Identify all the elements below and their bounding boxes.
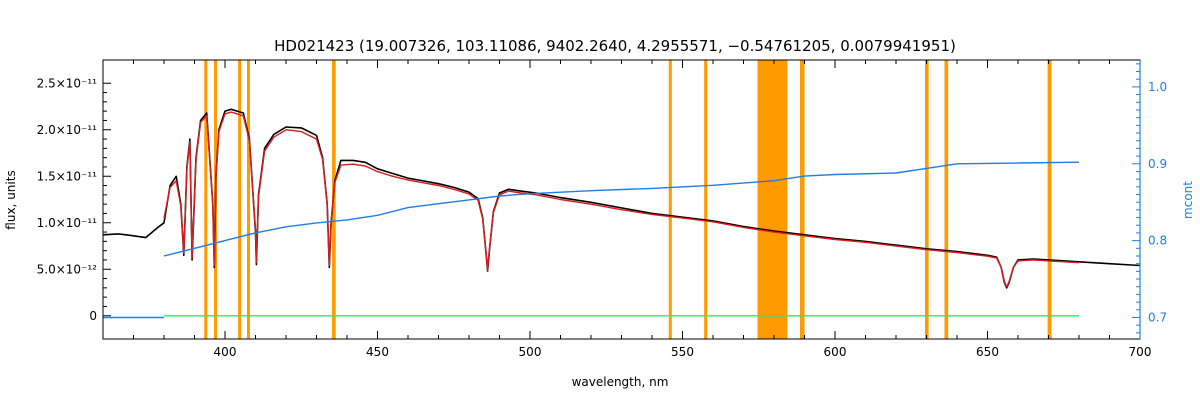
y2-tick-label: 1.0 [1148, 80, 1167, 94]
masked-band-0 [204, 60, 208, 339]
y-axis-left: 0 5.0×10⁻¹² 1.0×10⁻¹¹ 1.5×10⁻¹¹ 2.0×10⁻¹¹ 2.5… [37, 76, 111, 323]
series-line-2 [163, 161, 1080, 257]
masked-band-8 [799, 60, 805, 339]
masked-band-9 [924, 60, 929, 339]
masked-band-2 [238, 60, 242, 339]
x-tick-label: 650 [976, 345, 999, 359]
masked-bands [204, 60, 1052, 339]
y2-tick-label: 0.7 [1148, 310, 1167, 324]
masked-band-10 [944, 60, 949, 339]
x-tick-label: 500 [519, 345, 542, 359]
y-tick-label: 2.5×10⁻¹¹ [37, 76, 98, 90]
y-tick-label: 1.5×10⁻¹¹ [37, 169, 98, 183]
masked-band-5 [668, 60, 672, 339]
y-tick-label: 0 [89, 309, 97, 323]
x-tick-label: 600 [824, 345, 847, 359]
y2-tick-label: 0.8 [1148, 234, 1167, 248]
masked-band-3 [246, 60, 251, 339]
x-tick-label: 450 [366, 345, 389, 359]
y-axis-label: flux, units [4, 170, 18, 229]
masked-band-7 [757, 60, 788, 339]
plot-series [102, 108, 1141, 319]
x-tick-label: 550 [671, 345, 694, 359]
x-axis-label: wavelength, nm [572, 375, 669, 389]
y2-tick-label: 0.9 [1148, 157, 1167, 171]
masked-band-11 [1047, 60, 1052, 339]
y-tick-label: 1.0×10⁻¹¹ [37, 216, 98, 230]
masked-band-6 [704, 60, 708, 339]
x-tick-label: 400 [214, 345, 237, 359]
y-tick-label: 5.0×10⁻¹² [37, 262, 98, 276]
series-line-0 [102, 108, 1141, 289]
x-tick-label: 700 [1129, 345, 1152, 359]
y-axis-right: 0.7 0.8 0.9 1.0 [1132, 60, 1167, 339]
series-line-1 [163, 111, 1080, 288]
y-tick-label: 2.0×10⁻¹¹ [37, 123, 98, 137]
y2-axis-label: mcont [1181, 181, 1195, 219]
chart-title: HD021423 (19.007326, 103.11086, 9402.264… [274, 37, 956, 55]
